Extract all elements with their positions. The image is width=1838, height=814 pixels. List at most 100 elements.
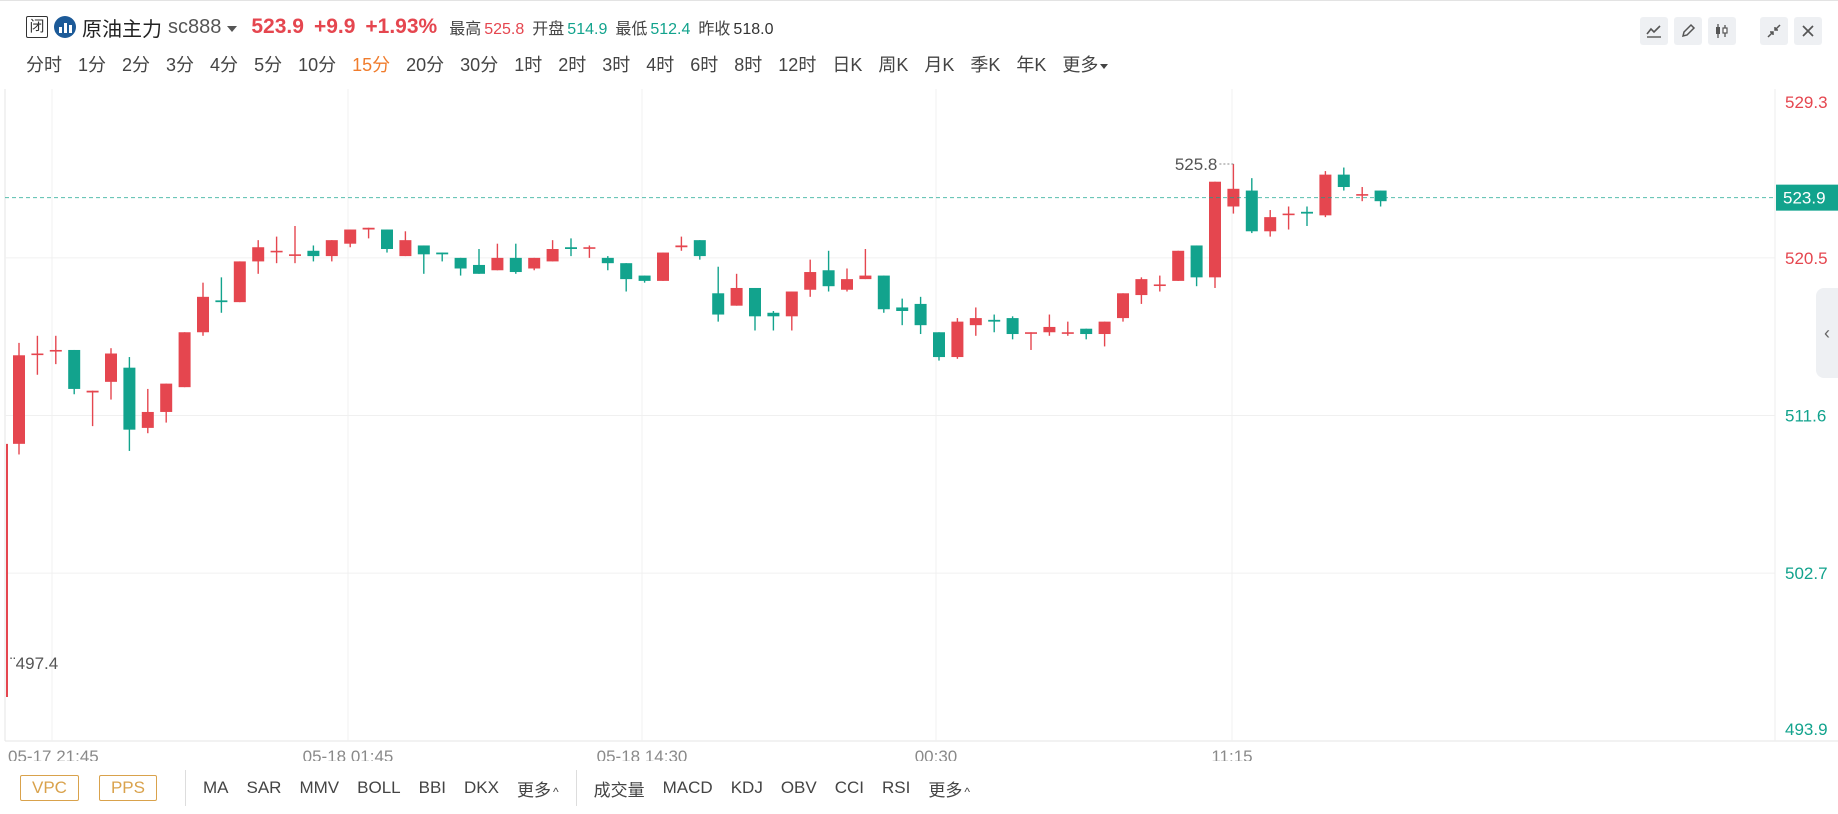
candle-body bbox=[307, 250, 320, 257]
period-14[interactable]: 6时 bbox=[690, 55, 719, 75]
price-change: +9.9 bbox=[313, 15, 356, 38]
candle-body bbox=[804, 272, 817, 290]
period-13[interactable]: 4时 bbox=[646, 55, 675, 75]
candle-body bbox=[49, 349, 62, 352]
main-indicator-SAR[interactable]: SAR bbox=[246, 778, 282, 797]
candle-type-icon[interactable] bbox=[1708, 17, 1736, 45]
period-22[interactable]: 更多 bbox=[1062, 51, 1109, 77]
candle-body bbox=[841, 279, 853, 290]
period-8[interactable]: 20分 bbox=[406, 55, 445, 75]
candle-body bbox=[68, 349, 81, 389]
period-4[interactable]: 4分 bbox=[210, 55, 239, 75]
period-16[interactable]: 12时 bbox=[778, 55, 817, 75]
period-19[interactable]: 月K bbox=[924, 55, 955, 75]
sub-indicator-more[interactable]: 更多 ^ bbox=[928, 780, 970, 800]
main-indicator-DKX[interactable]: DKX bbox=[464, 778, 499, 797]
candle-body bbox=[730, 287, 743, 306]
candle-body bbox=[491, 257, 504, 271]
candle-body bbox=[546, 249, 559, 262]
period-17[interactable]: 日K bbox=[832, 55, 863, 75]
candle-body bbox=[86, 390, 99, 393]
period-2[interactable]: 2分 bbox=[122, 55, 151, 75]
main-indicator-more[interactable]: 更多 ^ bbox=[517, 780, 559, 800]
period-10[interactable]: 1时 bbox=[514, 55, 543, 75]
candle-body bbox=[1025, 332, 1037, 334]
y-tick-label: 511.6 bbox=[1785, 407, 1826, 426]
stat-label-3: 昨收 bbox=[698, 21, 731, 38]
period-selector: 分时 1分 2分 3分 4分 5分 10分 15分 20分 30分 1时 2时 3时 4时 6时 8时 12时日… bbox=[18, 51, 1116, 77]
candle-body bbox=[123, 367, 136, 430]
candle-body bbox=[1080, 328, 1093, 335]
candle-body bbox=[675, 245, 688, 248]
market-closed-badge: 闭 bbox=[26, 16, 48, 38]
candle-body bbox=[1301, 211, 1313, 214]
symbol-code[interactable]: sc888 bbox=[168, 15, 222, 38]
candle-body bbox=[13, 355, 25, 444]
collapse-icon[interactable] bbox=[1760, 17, 1788, 45]
divider bbox=[185, 770, 186, 806]
stat-label-2: 最低 bbox=[615, 21, 648, 38]
y-tick-label: 520.5 bbox=[1785, 249, 1828, 268]
candle-body bbox=[362, 227, 375, 230]
chart-toolbar bbox=[1640, 17, 1822, 45]
x-tick-label: 05-17 21:45 bbox=[8, 747, 99, 761]
stat-label-0: 最高 bbox=[449, 21, 482, 38]
symbol-header: 闭 原油主力 sc888 523.9 +9.9 +1.93% 最高 525.8 开盘… bbox=[26, 13, 781, 41]
last-price: 523.9 bbox=[251, 15, 304, 38]
sub-indicator-OBV[interactable]: OBV bbox=[780, 778, 817, 797]
sub-indicator-KDJ[interactable]: KDJ bbox=[730, 778, 763, 797]
main-indicator-BBI[interactable]: BBI bbox=[418, 778, 447, 797]
candle-body bbox=[565, 247, 577, 250]
symbol-dropdown-icon[interactable] bbox=[227, 26, 238, 32]
indicator-icon[interactable] bbox=[1640, 17, 1668, 45]
candle-body bbox=[914, 303, 927, 326]
candle-body bbox=[877, 275, 890, 310]
sub-indicator-成交量[interactable]: 成交量 bbox=[593, 780, 645, 800]
main-indicator-BOLL[interactable]: BOLL bbox=[357, 778, 401, 797]
candle-body bbox=[620, 263, 633, 280]
sub-indicator-CCI[interactable]: CCI bbox=[834, 778, 865, 797]
period-6[interactable]: 10分 bbox=[298, 55, 337, 75]
period-20[interactable]: 季K bbox=[970, 55, 1001, 75]
symbol-name[interactable]: 原油主力 bbox=[82, 18, 162, 41]
candle-body bbox=[381, 229, 393, 250]
candle-body bbox=[1209, 181, 1221, 278]
period-12[interactable]: 3时 bbox=[602, 55, 631, 75]
price-stats: 最高 525.8 开盘 514.9 最低 512.4 昨收 518.0 bbox=[449, 15, 781, 39]
period-18[interactable]: 周K bbox=[878, 55, 909, 75]
candle-body bbox=[1264, 217, 1277, 232]
indicator-bar: VPC PPS MA SAR MMV BOLL BBI DKX 更多 ^ 成交量 MACD KDJ OBV… bbox=[20, 770, 979, 806]
draw-icon[interactable] bbox=[1674, 17, 1702, 45]
candle-body bbox=[252, 247, 265, 262]
candle-body bbox=[969, 318, 982, 326]
candle-body bbox=[712, 293, 725, 315]
sub-indicator-MACD[interactable]: MACD bbox=[662, 778, 713, 797]
candle-body bbox=[1098, 321, 1111, 335]
x-tick-label: 00:30 bbox=[915, 747, 958, 761]
x-tick-label: 05-18 01:45 bbox=[303, 747, 394, 761]
period-3[interactable]: 3分 bbox=[166, 55, 195, 75]
period-9[interactable]: 30分 bbox=[460, 55, 499, 75]
period-11[interactable]: 2时 bbox=[558, 55, 587, 75]
period-0[interactable]: 分时 bbox=[26, 55, 62, 75]
period-1[interactable]: 1分 bbox=[78, 55, 107, 75]
candle-body bbox=[325, 240, 338, 257]
period-7[interactable]: 15分 bbox=[352, 55, 391, 75]
side-panel-toggle[interactable]: ‹ bbox=[1816, 288, 1838, 378]
main-indicator-MA[interactable]: MA bbox=[203, 778, 229, 797]
candle-body bbox=[1282, 213, 1295, 216]
sub-indicator-RSI[interactable]: RSI bbox=[882, 778, 911, 797]
candle-body bbox=[1337, 174, 1350, 188]
candle-body bbox=[473, 264, 485, 274]
indicator-box-vpc[interactable]: VPC bbox=[20, 775, 79, 801]
candle-body bbox=[693, 240, 706, 257]
period-21[interactable]: 年K bbox=[1016, 55, 1047, 75]
period-15[interactable]: 8时 bbox=[734, 55, 763, 75]
main-indicator-MMV[interactable]: MMV bbox=[299, 778, 340, 797]
candlestick-chart[interactable]: 529.3 520.5 511.6 502.7 493.9 05-17 21:45 05-1… bbox=[0, 1, 1838, 761]
indicator-box-pps[interactable]: PPS bbox=[98, 775, 157, 801]
candle-body bbox=[528, 257, 541, 269]
close-icon[interactable] bbox=[1794, 17, 1822, 45]
candle-body bbox=[454, 257, 467, 269]
period-5[interactable]: 5分 bbox=[254, 55, 283, 75]
